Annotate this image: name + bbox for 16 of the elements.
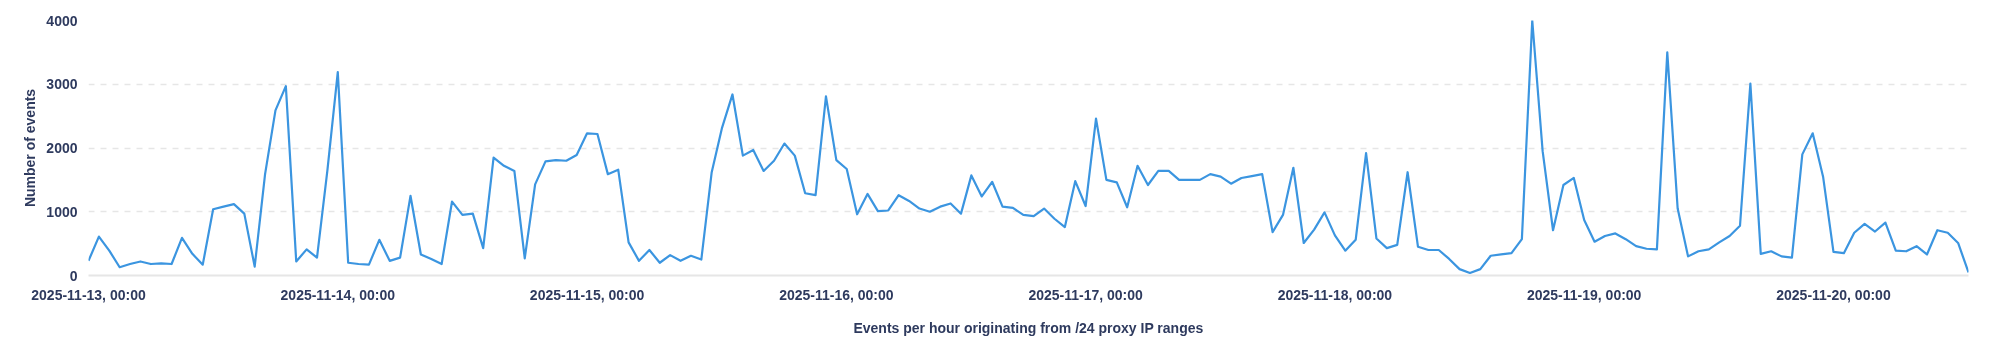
x-axis-title: Events per hour originating from /24 proxy IP ranges [853, 319, 1204, 336]
x-tick-label: 2025-11-15, 00:00 [529, 286, 645, 303]
y-tick-label: 2000 [46, 140, 78, 156]
line-series [88, 20, 1969, 275]
x-tick-label: 2025-11-18, 00:00 [1277, 286, 1393, 303]
x-tick-label: 2025-11-14, 00:00 [280, 286, 396, 303]
y-tick-label: 4000 [46, 12, 78, 29]
x-tick-label: 2025-11-13, 00:00 [31, 286, 146, 303]
x-tick-label: 2025-11-17, 00:00 [1028, 286, 1144, 303]
x-tick-label: 2025-11-16, 00:00 [779, 286, 894, 303]
x-tick-label: 2025-11-20, 00:00 [1776, 286, 1891, 303]
y-tick-label: 1000 [46, 203, 78, 220]
x-tick-label: 2025-11-19, 00:00 [1526, 286, 1642, 303]
y-tick-label: 0 [69, 267, 78, 284]
y-tick-label: 3000 [46, 76, 78, 93]
y-axis-title: Number of events [22, 88, 39, 208]
